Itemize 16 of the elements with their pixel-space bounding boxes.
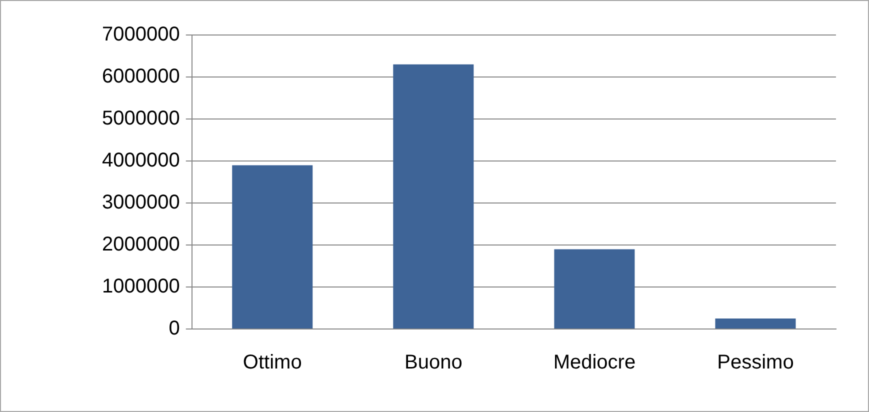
- y-tick-label: 4000000: [102, 150, 180, 172]
- y-tick-label: 5000000: [102, 108, 180, 130]
- y-tick-label: 7000000: [102, 24, 180, 46]
- x-tick-label: Mediocre: [553, 352, 636, 374]
- y-tick-label: 1000000: [102, 276, 180, 298]
- y-tick-label: 2000000: [102, 234, 180, 256]
- bar: [232, 165, 313, 328]
- bar: [554, 249, 635, 328]
- x-tick-label: Ottimo: [242, 352, 302, 374]
- bar: [393, 64, 474, 328]
- x-tick-label: Buono: [404, 352, 462, 374]
- y-tick-label: 6000000: [102, 66, 180, 88]
- y-tick-label: 3000000: [102, 192, 180, 214]
- y-tick-label: 0: [168, 318, 180, 340]
- x-tick-label: Pessimo: [717, 352, 794, 374]
- bar: [715, 318, 796, 328]
